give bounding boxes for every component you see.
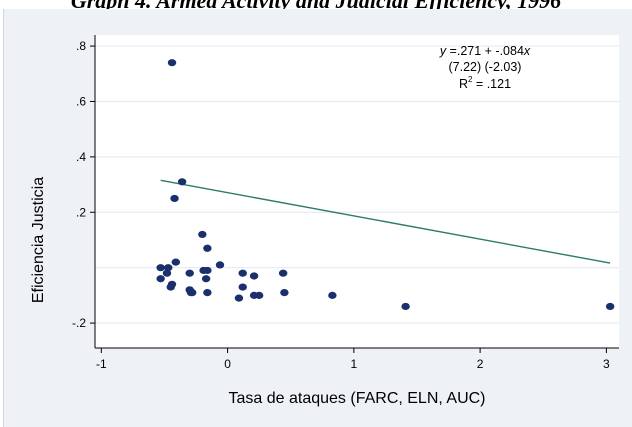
x-tick-label: -1 bbox=[96, 357, 107, 371]
data-point bbox=[164, 264, 173, 272]
data-point bbox=[185, 269, 194, 277]
data-point bbox=[186, 289, 196, 297]
x-tick-label: 1 bbox=[350, 357, 357, 371]
y-tick-label: -.2 bbox=[72, 316, 86, 330]
data-point bbox=[278, 269, 288, 277]
x-tick-label: 0 bbox=[224, 357, 231, 371]
data-point bbox=[170, 194, 179, 203]
data-point bbox=[280, 289, 289, 297]
data-point bbox=[249, 272, 259, 280]
data-point bbox=[238, 269, 247, 277]
data-point bbox=[156, 275, 165, 283]
fit-line bbox=[160, 179, 611, 264]
data-point bbox=[254, 291, 264, 299]
data-point bbox=[605, 302, 615, 311]
data-point bbox=[166, 283, 175, 291]
data-point bbox=[203, 289, 212, 297]
x-axis-title: Tasa de ataques (FARC, ELN, AUC) bbox=[229, 390, 486, 407]
regression-equation: y =.271 + -.084x (7.22) (-2.03) R2 = .12… bbox=[439, 44, 531, 91]
y-tick-label: .2 bbox=[76, 205, 86, 219]
equation-line-2: (7.22) (-2.03) bbox=[449, 60, 522, 74]
data-point bbox=[234, 294, 244, 302]
data-point bbox=[203, 244, 212, 252]
y-tick-label: .6 bbox=[76, 94, 86, 108]
grid-lines bbox=[95, 45, 619, 324]
equation-line-3: R2 = .121 bbox=[459, 75, 511, 91]
data-point bbox=[201, 275, 211, 283]
x-tick-labels: -1 0 1 2 3 bbox=[96, 357, 610, 371]
data-point bbox=[177, 178, 187, 186]
data-point bbox=[167, 59, 177, 67]
data-points bbox=[156, 59, 615, 311]
axes bbox=[90, 35, 619, 353]
y-tick-labels: -.2 .2 .4 .6 .8 bbox=[72, 39, 86, 330]
x-tick-label: 2 bbox=[477, 357, 484, 371]
fit-line-group bbox=[160, 179, 611, 264]
data-point bbox=[203, 266, 212, 275]
data-point bbox=[328, 291, 337, 299]
data-point bbox=[198, 230, 207, 239]
data-point bbox=[171, 258, 181, 266]
equation-line-1: y =.271 + -.084x bbox=[439, 44, 531, 58]
data-point bbox=[215, 261, 225, 269]
data-point bbox=[401, 302, 410, 311]
data-point bbox=[238, 283, 247, 291]
data-point bbox=[162, 269, 172, 277]
data-point bbox=[156, 264, 165, 272]
y-tick-label: .4 bbox=[76, 150, 86, 164]
y-axis-title: Eficiencia Justicia bbox=[30, 177, 47, 303]
x-tick-label: 3 bbox=[603, 357, 610, 371]
plot-area bbox=[95, 35, 619, 348]
y-tick-label: .8 bbox=[76, 39, 86, 53]
